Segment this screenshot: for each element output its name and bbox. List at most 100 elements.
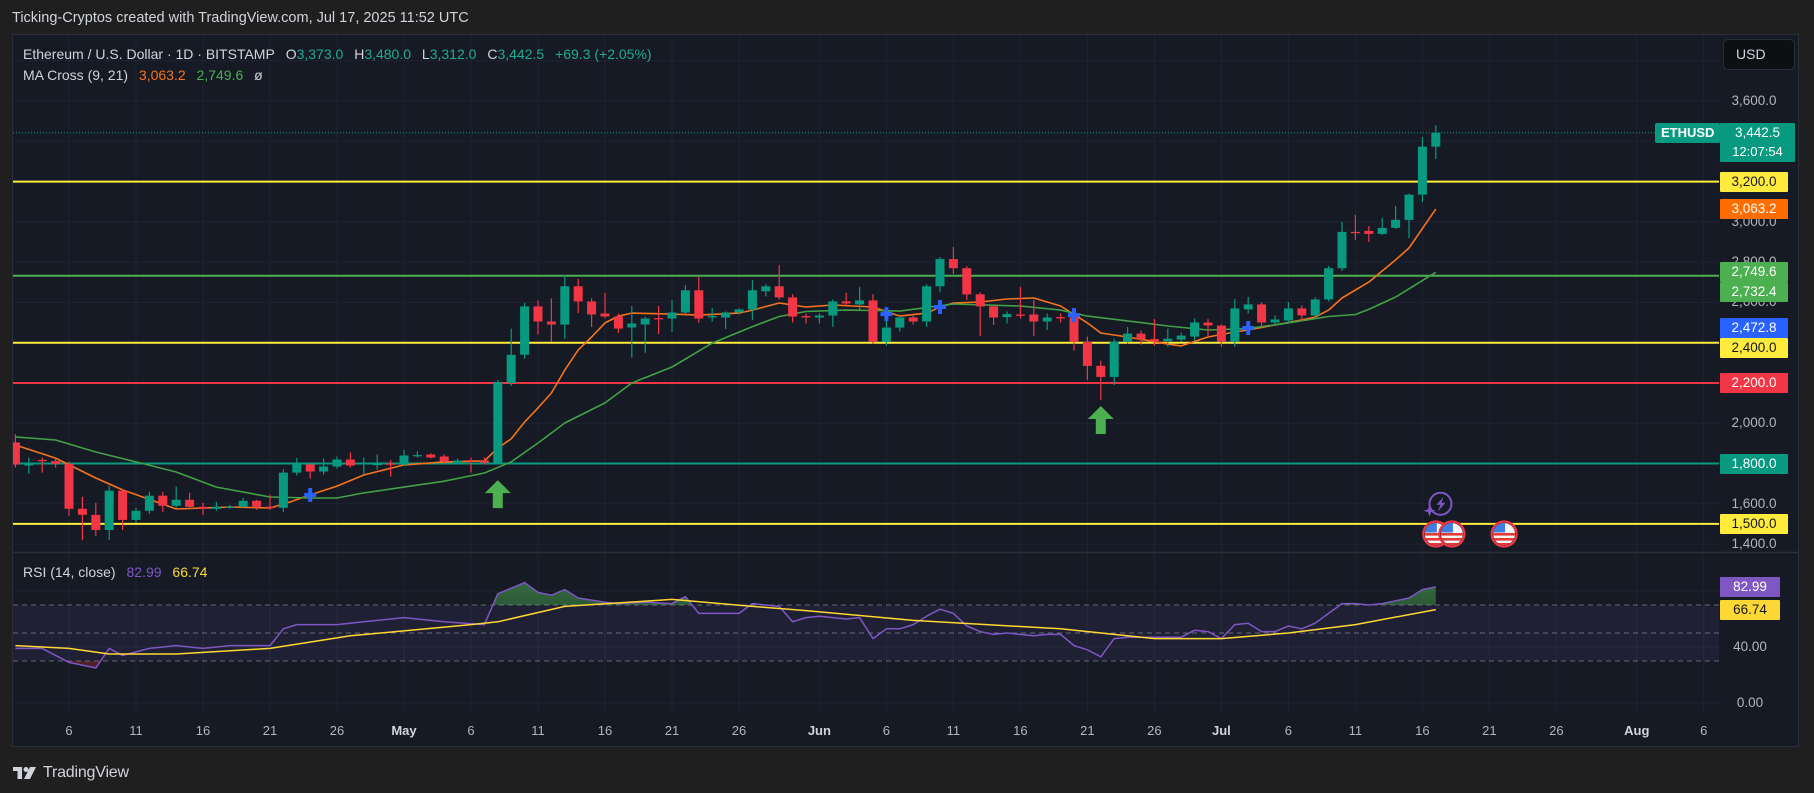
candle xyxy=(613,313,623,333)
candle xyxy=(1082,336,1092,380)
candle xyxy=(895,314,905,332)
close-label: C xyxy=(487,46,498,62)
candle xyxy=(627,306,637,358)
candle xyxy=(654,306,664,334)
candle xyxy=(1324,266,1334,302)
price-pane[interactable] xyxy=(11,125,1719,548)
price-badge-level-1800: 1,800.0 xyxy=(1720,453,1788,474)
ma-cross-marker-icon xyxy=(304,487,317,502)
candle xyxy=(761,284,771,297)
time-tick-label: Aug xyxy=(1624,723,1650,738)
chart-panel[interactable] xyxy=(12,34,1799,747)
rsi-ma-line xyxy=(15,598,1436,655)
ma-cross-legend[interactable]: MA Cross (9, 21) 3,063.2 2,749.6 ø xyxy=(23,65,263,85)
price-badge-level-2400: 2,400.0 xyxy=(1720,338,1788,359)
candle xyxy=(600,292,610,319)
candle xyxy=(922,284,932,327)
candle xyxy=(1417,137,1427,203)
time-tick-label: 11 xyxy=(531,723,545,738)
candle xyxy=(466,457,476,473)
currency-button[interactable]: USD xyxy=(1723,39,1795,70)
symbol-name: Ethereum / U.S. Dollar · 1D · BITSTAMP xyxy=(23,46,275,62)
candle xyxy=(747,280,757,321)
time-tick-label: 6 xyxy=(882,723,890,738)
tradingview-logo[interactable]: TradingView xyxy=(13,763,129,783)
candle xyxy=(252,499,262,510)
candle xyxy=(319,458,329,475)
candle xyxy=(305,463,315,479)
tradingview-brand: TradingView xyxy=(43,764,129,781)
candle xyxy=(426,453,436,459)
candle xyxy=(359,457,369,475)
ma-cross-marker-icon xyxy=(1242,321,1255,335)
time-tick-label: 26 xyxy=(1147,723,1162,738)
time-tick-label: 6 xyxy=(1700,723,1708,738)
candle xyxy=(855,286,865,310)
candle xyxy=(1176,332,1186,342)
open-value: 3,373.0 xyxy=(296,46,344,62)
candle xyxy=(372,454,382,470)
candle xyxy=(493,379,503,464)
candle xyxy=(1391,205,1401,229)
candle xyxy=(1136,330,1146,345)
time-tick-label: 6 xyxy=(467,723,475,738)
low-value: 3,312.0 xyxy=(429,46,477,62)
candle xyxy=(37,457,47,473)
candle xyxy=(1377,218,1387,235)
candle xyxy=(439,454,449,464)
candle xyxy=(104,485,114,541)
candle xyxy=(51,458,61,468)
ma-fast-value: 3,063.2 xyxy=(138,67,186,83)
time-tick-label: 16 xyxy=(1415,723,1430,738)
candle xyxy=(667,300,677,332)
candle xyxy=(1337,221,1347,271)
candle xyxy=(399,449,409,466)
candle xyxy=(1350,215,1360,240)
candle xyxy=(1190,318,1200,341)
high-label: H xyxy=(354,46,365,62)
rsi-badge-rsi-ma-value: 66.74 xyxy=(1720,599,1780,620)
symbol-legend[interactable]: Ethereum / U.S. Dollar · 1D · BITSTAMP O… xyxy=(23,44,652,64)
rsi-legend[interactable]: RSI (14, close) 82.99 66.74 xyxy=(23,562,207,582)
up-arrow-icon xyxy=(484,480,511,509)
candle xyxy=(453,458,463,465)
close-value: 3,442.5 xyxy=(497,46,545,62)
candle xyxy=(506,328,516,386)
price-badge-last-price: 3,442.5 12:07:54 xyxy=(1720,122,1795,162)
time-tick-label: 11 xyxy=(1348,723,1363,738)
price-badge-level-3200: 3,200.0 xyxy=(1720,171,1788,192)
low-label: L xyxy=(421,46,430,62)
rsi-tick-label: 40.00 xyxy=(1733,639,1767,654)
time-tick-label: 6 xyxy=(65,723,73,738)
time-tick-label: Jul xyxy=(1211,723,1231,738)
candle xyxy=(1203,319,1213,337)
time-tick-label: 26 xyxy=(329,723,345,738)
candle xyxy=(1297,305,1307,322)
rsi-pane[interactable] xyxy=(13,581,1719,669)
candle xyxy=(935,257,945,292)
ma-cross-marker-icon xyxy=(934,300,946,314)
moving-average-line xyxy=(15,271,1437,499)
price-badge-ma-slow: 2,749.6 xyxy=(1720,262,1788,283)
candle xyxy=(1270,315,1280,325)
candle xyxy=(868,294,878,344)
rsi-name: RSI (14, close) xyxy=(23,564,116,580)
candle xyxy=(1096,360,1106,401)
candle xyxy=(1257,302,1267,327)
price-badge-ma-cross: 2,472.8 xyxy=(1720,318,1788,339)
ma-cross-marker-icon xyxy=(880,307,893,322)
candle xyxy=(386,460,396,477)
candle xyxy=(171,486,181,508)
candle xyxy=(1123,327,1133,344)
us-flag-event-icon[interactable] xyxy=(1438,520,1466,548)
ma-cross-marker-icon xyxy=(1068,308,1080,323)
time-tick-label: 21 xyxy=(1482,723,1497,738)
price-tick-label: 3,600.0 xyxy=(1731,93,1777,108)
candle xyxy=(345,452,355,468)
rsi-badge-rsi-value: 82.99 xyxy=(1720,576,1780,597)
candle xyxy=(144,491,154,514)
us-flag-event-icon[interactable] xyxy=(1490,520,1518,548)
lightning-event-icon[interactable] xyxy=(1423,491,1453,517)
candle xyxy=(1404,193,1414,238)
